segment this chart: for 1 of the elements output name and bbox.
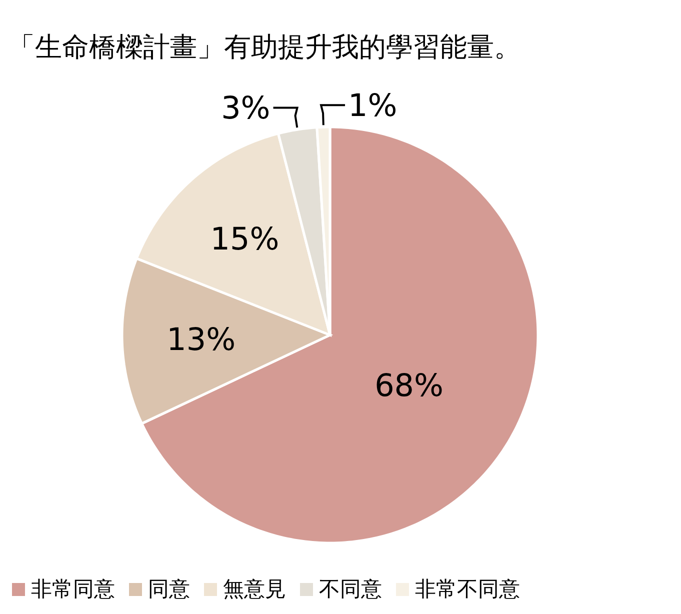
title: 「生命橋樑計畫」有助提升我的學習能量。	[8, 32, 521, 63]
